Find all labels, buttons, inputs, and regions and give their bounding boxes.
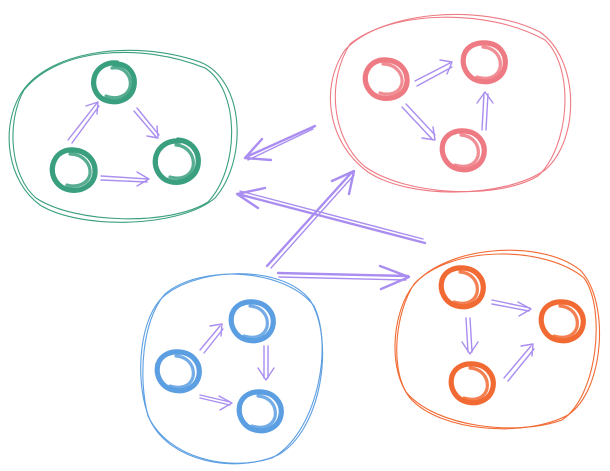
- pink-node-left: [362, 57, 410, 101]
- arrow-blue-to-orange: [276, 264, 411, 291]
- pink-node-right: [460, 40, 508, 85]
- orange-cluster: [394, 249, 601, 430]
- orange-arrow-top-to-bottom: [461, 317, 479, 355]
- pink-arrow-left-to-right: [414, 59, 453, 87]
- orange-arrow-top-to-right: [491, 299, 532, 317]
- orange-node-right: [538, 299, 586, 344]
- blue-node-top: [228, 299, 276, 344]
- blue-arrow-top-to-bottom: [257, 345, 275, 381]
- blue-cluster-boundary-stroke2: [142, 273, 323, 464]
- pink-cluster-boundary-stroke2: [334, 16, 566, 193]
- arrow-orange-to-green: [235, 186, 427, 245]
- pink-cluster-boundary: [329, 13, 572, 193]
- pink-node-bottom: [439, 128, 487, 173]
- blue-cluster-boundary: [140, 273, 324, 465]
- arrow-pink-to-green: [243, 124, 317, 162]
- orange-cluster-boundary-stroke2: [396, 253, 597, 429]
- green-node-top: [91, 60, 137, 105]
- blue-node-left: [154, 349, 202, 394]
- green-arrow-left-to-right: [100, 171, 150, 187]
- green-cluster-boundary: [8, 49, 238, 223]
- blue-node-bottom: [236, 389, 284, 434]
- orange-node-bottom: [448, 361, 496, 406]
- green-node-left: [49, 147, 98, 193]
- blue-cluster: [140, 273, 324, 465]
- green-node-right: [152, 137, 201, 185]
- blue-arrow-left-to-top: [199, 323, 224, 354]
- green-arrow-left-to-top: [67, 101, 100, 144]
- green-arrow-top-to-right: [133, 107, 160, 139]
- pink-arrow-bottom-to-right: [476, 91, 494, 131]
- green-cluster: [8, 49, 238, 223]
- arrow-blue-to-pink: [265, 169, 356, 269]
- orange-node-top: [438, 265, 486, 310]
- orange-arrow-bottom-to-right: [503, 343, 535, 382]
- pink-arrow-left-to-bottom: [401, 103, 436, 141]
- blue-arrow-left-to-bottom: [199, 394, 233, 411]
- green-cluster-boundary-stroke2: [12, 51, 233, 220]
- pink-cluster: [329, 13, 572, 193]
